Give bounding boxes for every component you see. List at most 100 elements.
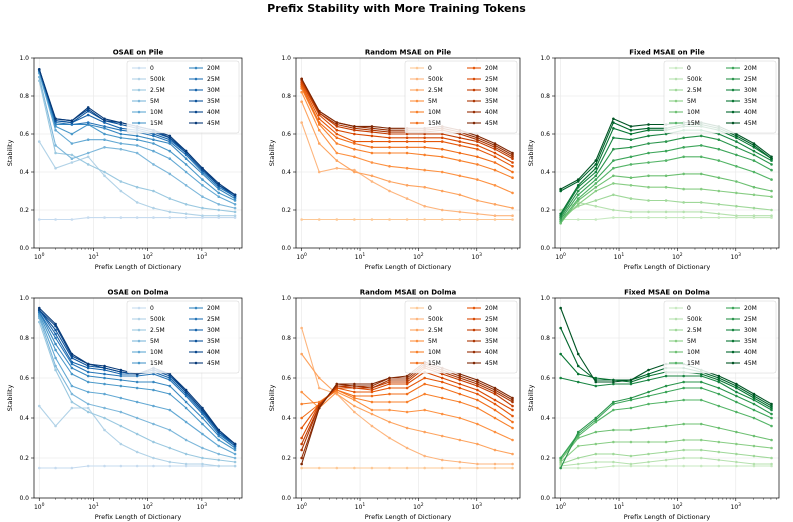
legend-label: 20M (485, 305, 498, 312)
data-point (233, 448, 237, 452)
data-point (353, 140, 356, 143)
y-tick-label: 0.2 (540, 455, 550, 462)
data-point (735, 165, 738, 168)
legend-marker (194, 88, 198, 92)
data-point (752, 185, 756, 189)
data-point (70, 119, 74, 122)
data-point (370, 174, 374, 178)
data-point (86, 370, 90, 374)
data-point (770, 424, 773, 428)
data-point (103, 392, 106, 396)
data-point (119, 370, 123, 374)
legend-label: 45M (744, 120, 757, 127)
data-point (770, 216, 773, 219)
data-point (576, 197, 580, 200)
plot-frame (295, 57, 521, 249)
data-point (233, 214, 237, 217)
data-point (752, 402, 756, 406)
subplot-title: Random MSAE on Dolma (360, 289, 457, 297)
legend-marker (731, 339, 735, 343)
data-point (717, 138, 721, 141)
data-point (317, 128, 321, 132)
data-point (476, 147, 479, 151)
x-axis-label: Prefix Length of Dictionary (624, 513, 711, 521)
series-line-30M (560, 129, 772, 216)
data-point (70, 466, 74, 470)
data-point (405, 218, 409, 221)
data-point (594, 442, 598, 446)
data-point (217, 182, 221, 185)
legend-marker (472, 350, 476, 354)
data-point (612, 166, 615, 170)
data-point (388, 392, 391, 396)
data-point (493, 218, 497, 221)
data-point (594, 376, 598, 380)
data-point (54, 466, 57, 470)
data-point (752, 214, 756, 217)
data-point (511, 191, 514, 195)
legend-marker (415, 361, 419, 365)
legend-marker (731, 350, 735, 354)
data-point (647, 368, 650, 372)
data-point (86, 390, 90, 394)
data-point (576, 462, 580, 466)
data-point (735, 452, 738, 456)
series-line-2.5M (560, 194, 772, 219)
legend-label: 30M (485, 87, 498, 94)
data-point (559, 222, 562, 225)
data-point (476, 388, 479, 392)
data-point (168, 210, 172, 214)
data-point (300, 77, 303, 81)
data-point (217, 464, 221, 468)
data-point (119, 142, 123, 145)
x-tick-label: 102 (672, 252, 683, 261)
legend-marker (472, 121, 476, 125)
data-point (493, 416, 497, 420)
data-point (612, 408, 615, 412)
legend-marker (731, 328, 735, 332)
data-point (647, 464, 650, 468)
data-point (405, 136, 409, 140)
legend-box (404, 60, 518, 134)
data-point (476, 384, 479, 388)
data-point (594, 416, 598, 420)
subplot-title: OSAE on Pile (113, 49, 164, 57)
data-point (612, 378, 615, 382)
data-point (317, 111, 321, 115)
data-point (119, 136, 123, 140)
data-point (353, 410, 356, 414)
data-point (103, 428, 106, 432)
legend-marker (194, 339, 198, 343)
data-point (423, 204, 426, 208)
legend-marker (137, 339, 141, 343)
data-point (135, 450, 139, 454)
legend-marker (731, 77, 735, 81)
data-point (752, 144, 756, 147)
data-point (629, 146, 633, 149)
data-point (405, 386, 409, 390)
data-point (664, 440, 668, 444)
data-point (699, 456, 703, 460)
legend-marker (472, 88, 476, 92)
data-point (423, 132, 426, 136)
data-point (458, 400, 462, 404)
data-point (335, 382, 339, 386)
x-tick-label: 100 (34, 252, 45, 261)
legend-marker (137, 88, 141, 92)
legend-label: 2.5M (428, 327, 443, 334)
data-point (103, 406, 106, 410)
y-tick-label: 0.8 (540, 335, 550, 342)
data-point (458, 159, 462, 162)
data-point (217, 444, 221, 448)
data-point (135, 432, 139, 436)
data-point (300, 456, 303, 460)
legend-marker (194, 306, 198, 310)
data-point (458, 378, 462, 382)
x-tick-label: 101 (88, 252, 99, 261)
data-point (335, 159, 339, 162)
y-tick-label: 0.6 (540, 131, 550, 138)
legend-marker (415, 339, 419, 343)
data-point (735, 153, 738, 157)
data-point (119, 374, 123, 378)
legend-label: 25M (207, 76, 220, 83)
